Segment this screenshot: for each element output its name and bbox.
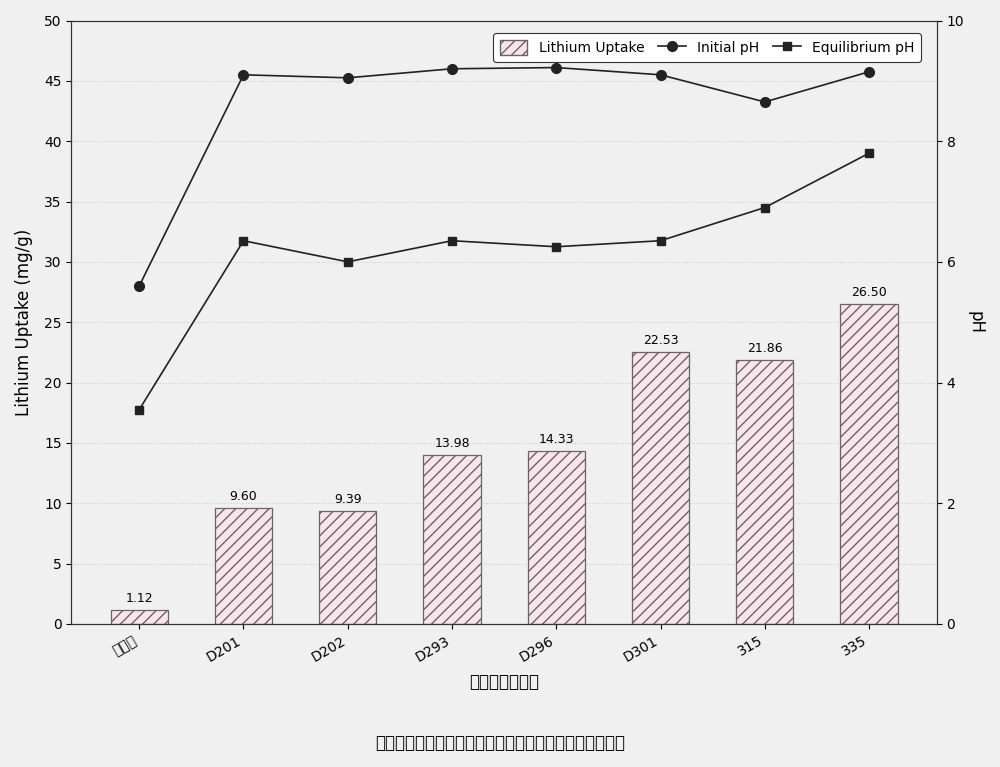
- Initial pH: [759, 97, 771, 107]
- Y-axis label: Lithium Uptake (mg/g): Lithium Uptake (mg/g): [15, 229, 33, 416]
- Line: Initial pH: Initial pH: [134, 63, 874, 291]
- Initial pH: [863, 67, 875, 77]
- Text: 14.33: 14.33: [539, 433, 574, 446]
- Bar: [736, 360, 793, 624]
- Bar: [111, 611, 168, 624]
- Text: 22.53: 22.53: [643, 334, 678, 347]
- Text: 1.12: 1.12: [125, 592, 153, 605]
- Text: 9.60: 9.60: [230, 490, 257, 503]
- Bar: [215, 508, 272, 624]
- X-axis label: 添加树脂品牌号: 添加树脂品牌号: [469, 673, 539, 690]
- Y-axis label: pH: pH: [967, 311, 985, 334]
- Equilibrium pH: [550, 242, 562, 252]
- Text: 碱性树脂添加后对钓系锂离子筛吸附卢水中锂性能的强化: 碱性树脂添加后对钓系锂离子筛吸附卢水中锂性能的强化: [375, 734, 625, 752]
- Text: 26.50: 26.50: [851, 286, 887, 299]
- Bar: [528, 451, 585, 624]
- Bar: [423, 455, 481, 624]
- Initial pH: [446, 64, 458, 74]
- Equilibrium pH: [863, 149, 875, 158]
- Equilibrium pH: [133, 405, 145, 414]
- Legend: Lithium Uptake, Initial pH, Equilibrium pH: Lithium Uptake, Initial pH, Equilibrium …: [493, 34, 921, 62]
- Equilibrium pH: [446, 236, 458, 245]
- Line: Equilibrium pH: Equilibrium pH: [135, 149, 873, 414]
- Text: 13.98: 13.98: [434, 437, 470, 450]
- Initial pH: [550, 63, 562, 72]
- Equilibrium pH: [759, 203, 771, 212]
- Bar: [319, 511, 376, 624]
- Equilibrium pH: [342, 257, 354, 266]
- Equilibrium pH: [237, 236, 249, 245]
- Initial pH: [237, 71, 249, 80]
- Initial pH: [655, 71, 667, 80]
- Bar: [632, 352, 689, 624]
- Equilibrium pH: [655, 236, 667, 245]
- Text: 21.86: 21.86: [747, 342, 783, 355]
- Initial pH: [342, 73, 354, 82]
- Bar: [840, 304, 898, 624]
- Initial pH: [133, 281, 145, 291]
- Text: 9.39: 9.39: [334, 492, 362, 505]
